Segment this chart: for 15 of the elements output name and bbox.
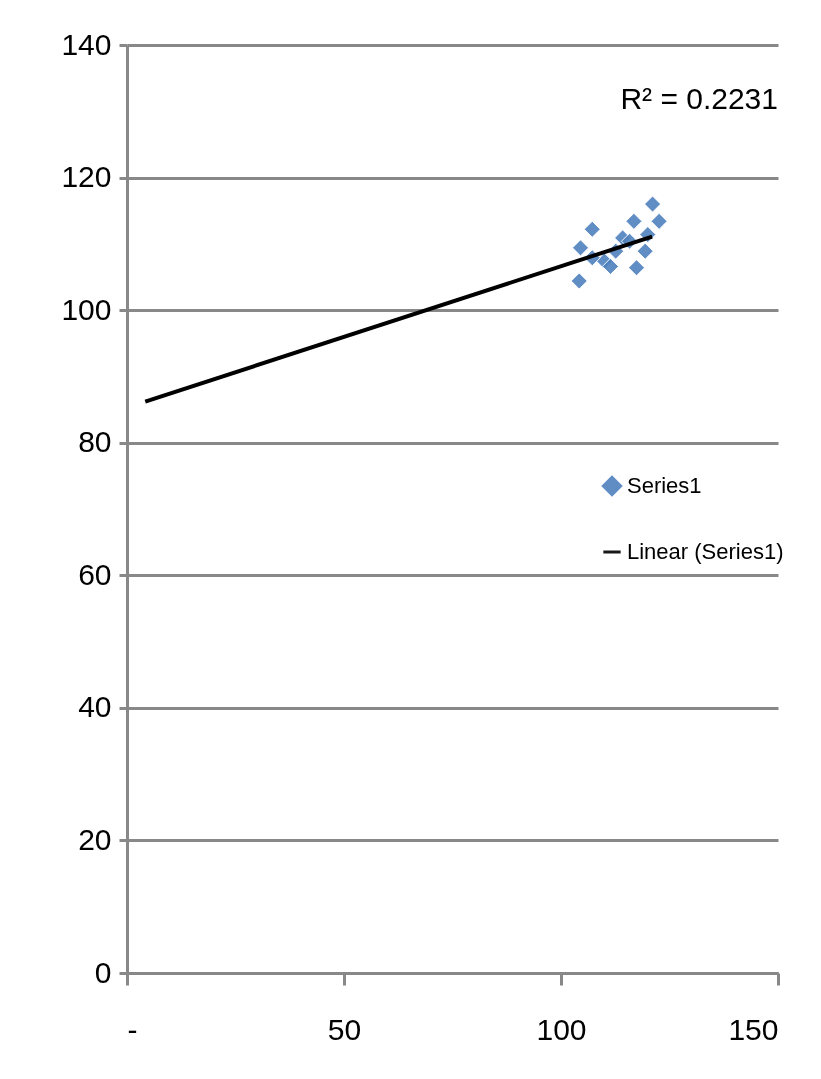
y-tick-label: 140 [61, 27, 112, 61]
y-tick-label: 20 [78, 822, 112, 856]
x-tick-label: 150 [728, 1012, 779, 1046]
y-tick-label: 0 [94, 955, 112, 989]
y-tick-label: 40 [78, 690, 112, 724]
legend-label: Series1 [627, 473, 702, 498]
y-tick-label: 100 [61, 292, 112, 326]
y-tick-label: 120 [61, 160, 112, 194]
y-tick-label: 60 [78, 557, 112, 591]
y-tick-label: 80 [78, 425, 112, 459]
x-tick-label: 50 [327, 1012, 362, 1046]
legend-label: Linear (Series1) [627, 539, 784, 564]
annotation: R² = 0.2231 [620, 82, 778, 115]
x-tick-label: 100 [536, 1012, 587, 1046]
x-tick-label: - [127, 1012, 138, 1046]
